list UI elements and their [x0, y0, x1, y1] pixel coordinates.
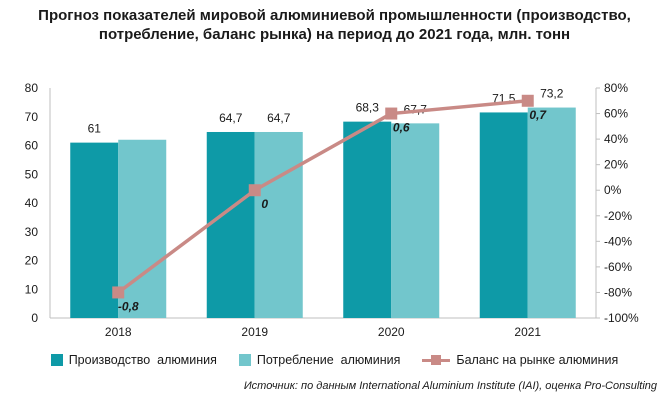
- bar-production: [206, 131, 255, 318]
- x-axis-tick-label: 2021: [514, 325, 541, 339]
- right-axis-tick-label: -20%: [604, 209, 632, 223]
- right-axis-tick-label: 40%: [604, 132, 628, 146]
- legend-label-balance: Баланс на рынке алюминия: [456, 353, 619, 367]
- balance-point: [385, 107, 398, 120]
- balance-data-label: 0,6: [393, 121, 410, 135]
- legend-item-balance: Баланс на рынке алюминия: [422, 353, 618, 367]
- right-axis-tick-label: -80%: [604, 285, 632, 299]
- legend-label-consumption: Потребление алюминия: [256, 353, 401, 367]
- bar-data-label: 73,2: [540, 87, 564, 101]
- left-axis-tick-label: 0: [31, 311, 38, 325]
- left-axis-tick-label: 50: [25, 167, 39, 181]
- legend-swatch-production: [50, 354, 63, 366]
- x-axis-tick-label: 2019: [241, 325, 268, 339]
- chart-title: Прогноз показателей мировой алюминиевой …: [0, 6, 669, 44]
- left-axis-tick-label: 20: [25, 254, 39, 268]
- balance-point: [248, 184, 261, 197]
- right-axis-tick-label: 0%: [604, 183, 622, 197]
- balance-data-label: -0,8: [118, 299, 139, 313]
- x-axis-tick-label: 2020: [378, 325, 405, 339]
- bar-consumption: [118, 139, 167, 318]
- bar-data-label: 61: [88, 122, 102, 136]
- legend-item-production: Производство алюминия: [50, 353, 217, 367]
- right-axis-tick-label: -60%: [604, 260, 632, 274]
- left-axis-tick-label: 70: [25, 110, 39, 124]
- source-note: Источник: по данным International Alumin…: [243, 380, 657, 392]
- chart-title-line-1: Прогноз показателей мировой алюминиевой …: [38, 7, 631, 24]
- legend-label-production: Производство алюминия: [68, 353, 217, 367]
- right-axis-tick-label: 20%: [604, 158, 628, 172]
- bar-data-label: 64,7: [219, 111, 243, 125]
- balance-point: [521, 94, 534, 107]
- left-axis-tick-label: 80: [25, 81, 39, 95]
- balance-data-label: 0,7: [529, 108, 547, 122]
- bar-consumption: [391, 123, 440, 318]
- right-axis-tick-label: 80%: [604, 81, 628, 95]
- left-axis-tick-label: 40: [25, 196, 39, 210]
- balance-point: [112, 286, 125, 299]
- right-axis-tick-label: -40%: [604, 234, 632, 248]
- balance-data-label: 0: [261, 197, 268, 211]
- left-axis-tick-label: 30: [25, 225, 39, 239]
- legend-swatch-balance: [422, 354, 451, 366]
- bar-production: [70, 142, 119, 318]
- legend: Производство алюминия Потребление алюмин…: [0, 353, 669, 367]
- bar-data-label: 68,3: [356, 101, 380, 115]
- right-axis-tick-label: -100%: [604, 311, 639, 325]
- legend-item-consumption: Потребление алюминия: [238, 353, 401, 367]
- bar-consumption: [254, 131, 303, 318]
- bar-consumption: [527, 107, 576, 318]
- x-axis-tick-label: 2018: [105, 325, 132, 339]
- bar-production: [479, 112, 528, 318]
- legend-swatch-consumption: [238, 354, 251, 366]
- balance-line: [117, 99, 528, 294]
- bar-production: [343, 121, 392, 318]
- bar-data-label: 64,7: [267, 111, 291, 125]
- left-axis-tick-label: 60: [25, 139, 39, 153]
- left-axis-tick-label: 10: [25, 282, 39, 296]
- right-axis-tick-label: 60%: [604, 107, 628, 121]
- chart-title-line-2: потребление, баланс рынка) на период до …: [98, 26, 571, 43]
